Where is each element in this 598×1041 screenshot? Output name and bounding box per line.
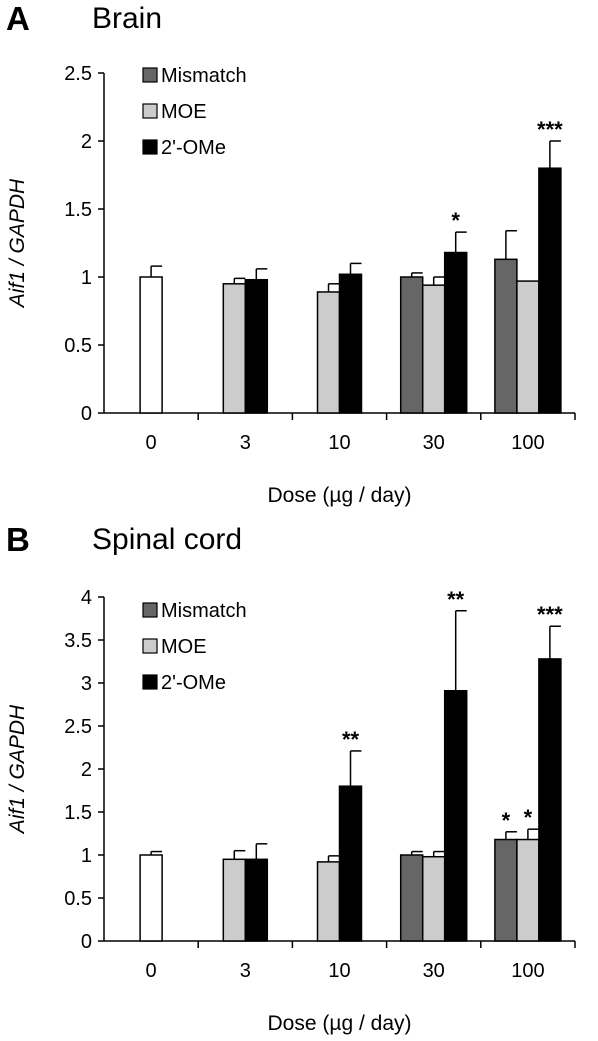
chart-spinal-cord: 0 0.5 1 1.5 2 2.5 3 3.5 4 0 3 10 30 100 Dose (µg / day… bbox=[6, 587, 576, 1035]
moe-bar bbox=[516, 280, 540, 414]
control-bar bbox=[139, 276, 163, 414]
2-ome-bar bbox=[538, 658, 562, 942]
x-tick-label: 10 bbox=[328, 432, 350, 454]
significance-marker: * bbox=[524, 805, 533, 830]
y-tick-label: 3.5 bbox=[64, 630, 92, 652]
x-tick-label: 3 bbox=[240, 432, 251, 454]
y-axis-label: Aif1 / GAPDH bbox=[6, 178, 29, 309]
mismatch-bar bbox=[494, 258, 518, 414]
moe-bar bbox=[222, 858, 247, 942]
legend-label: 2'-OMe bbox=[161, 672, 226, 694]
panel-letter: A bbox=[6, 0, 30, 37]
2-ome-bar bbox=[443, 689, 468, 942]
x-axis-label: Dose (µg / day) bbox=[268, 484, 412, 507]
legend-label: Mismatch bbox=[161, 600, 247, 622]
chart-brain: 0 0.5 1 1.5 2 2.5 0 3 10 30 100 Dose (µg / day) Aif1… bbox=[6, 63, 576, 507]
moe-bar bbox=[316, 291, 341, 414]
legend-label: 2'-OMe bbox=[161, 137, 226, 159]
2-ome-bar bbox=[338, 273, 363, 414]
y-tick-label: 4 bbox=[81, 587, 92, 609]
x-tick-label: 0 bbox=[146, 960, 157, 982]
x-axis-label: Dose (µg / day) bbox=[268, 1012, 412, 1035]
2-ome-bar bbox=[244, 278, 269, 414]
chart-title: Spinal cord bbox=[92, 523, 243, 556]
moe-bar bbox=[421, 855, 446, 942]
legend-swatch bbox=[142, 602, 158, 618]
legend-label: Mismatch bbox=[161, 65, 247, 87]
moe-bar bbox=[316, 861, 341, 942]
mismatch-bar bbox=[399, 854, 424, 942]
mismatch-bar bbox=[494, 838, 518, 942]
control-bar bbox=[139, 854, 163, 942]
y-tick-label: 0.5 bbox=[64, 335, 92, 357]
y-tick-label: 2.5 bbox=[64, 716, 92, 738]
legend-swatch bbox=[142, 139, 158, 155]
x-tick-label: 100 bbox=[511, 432, 544, 454]
y-tick-label: 0 bbox=[81, 931, 92, 953]
y-tick-label: 0 bbox=[81, 403, 92, 425]
legend-label: MOE bbox=[161, 101, 207, 123]
legend-swatch bbox=[142, 67, 158, 83]
x-tick-label: 30 bbox=[423, 432, 445, 454]
2-ome-bar bbox=[443, 251, 468, 414]
y-tick-label: 1 bbox=[81, 267, 92, 289]
legend-label: MOE bbox=[161, 636, 207, 658]
y-tick-label: 2.5 bbox=[64, 63, 92, 85]
panel-b: B Spinal cord 0 0.5 1 1.5 2 2.5 3 3.5 4 0 3 10 30 100… bbox=[0, 521, 598, 1041]
2-ome-bar bbox=[244, 858, 269, 942]
y-tick-label: 1.5 bbox=[64, 199, 92, 221]
x-tick-label: 30 bbox=[423, 960, 445, 982]
y-tick-label: 1.5 bbox=[64, 802, 92, 824]
legend-swatch bbox=[142, 638, 158, 654]
x-tick-label: 100 bbox=[511, 960, 544, 982]
y-tick-label: 3 bbox=[81, 673, 92, 695]
mismatch-bar bbox=[399, 276, 424, 414]
panel-a: A Brain 0 0.5 1 1.5 2 2.5 0 3 10 30 100 Dose (µg / … bbox=[0, 0, 598, 520]
significance-marker: * bbox=[451, 208, 460, 233]
chart-title: Brain bbox=[92, 2, 163, 35]
x-tick-label: 3 bbox=[240, 960, 251, 982]
y-tick-label: 0.5 bbox=[64, 888, 92, 910]
y-tick-label: 2 bbox=[81, 131, 92, 153]
legend-swatch bbox=[142, 674, 158, 690]
y-axis-label: Aif1 / GAPDH bbox=[6, 704, 29, 835]
panel-letter: B bbox=[6, 521, 30, 558]
2-ome-bar bbox=[538, 167, 562, 414]
x-tick-label: 10 bbox=[328, 960, 350, 982]
significance-marker: ** bbox=[447, 587, 465, 612]
moe-bar bbox=[516, 838, 540, 942]
moe-bar bbox=[222, 283, 247, 414]
y-tick-label: 2 bbox=[81, 759, 92, 781]
significance-marker: ** bbox=[342, 727, 360, 752]
x-tick-label: 0 bbox=[146, 432, 157, 454]
significance-marker: *** bbox=[537, 117, 563, 142]
y-tick-label: 1 bbox=[81, 845, 92, 867]
2-ome-bar bbox=[338, 785, 363, 942]
significance-marker: * bbox=[502, 808, 511, 833]
significance-marker: *** bbox=[537, 602, 563, 627]
moe-bar bbox=[421, 284, 446, 414]
legend-swatch bbox=[142, 103, 158, 119]
